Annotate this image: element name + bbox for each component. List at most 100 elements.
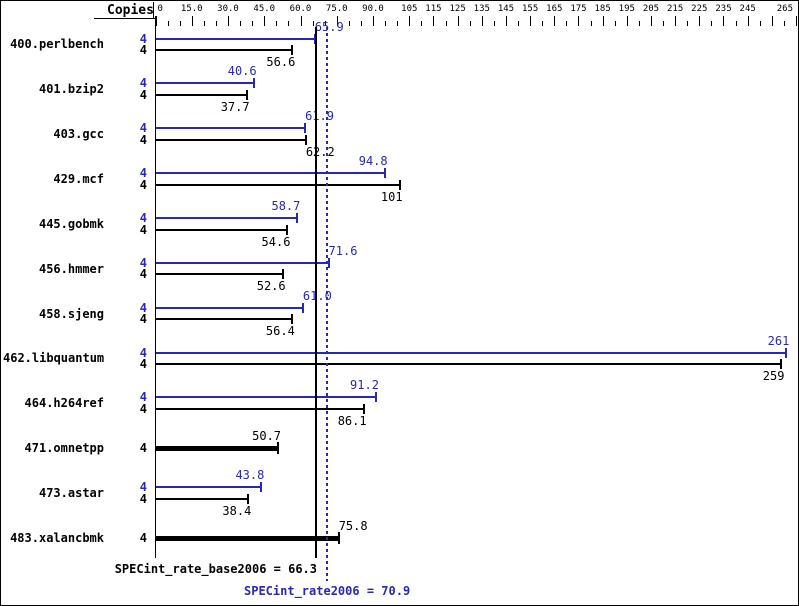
copies-count: 4 (139, 132, 147, 147)
copies-header-underline (94, 18, 155, 19)
base-bar (156, 183, 400, 186)
x-axis-minor-tick (204, 21, 205, 26)
bar-start-tick (155, 212, 156, 223)
x-axis-major-tick (264, 16, 265, 26)
peak-bar (156, 351, 787, 354)
x-axis-tick-label: 235 (715, 4, 732, 14)
benchmark-name: 462.libquantum (3, 351, 105, 366)
bar-end-cap (780, 359, 783, 370)
base-bar (156, 228, 288, 231)
copies-count: 4 (139, 530, 147, 545)
value-label: 71.6 (328, 243, 358, 258)
bar-start-tick (155, 45, 156, 56)
x-axis-tick-label: 185 (594, 4, 611, 14)
bar-end-cap (281, 269, 284, 280)
copies-count: 4 (139, 312, 147, 327)
x-axis-minor-tick (276, 21, 277, 26)
value-label: 65.9 (314, 19, 344, 34)
copies-count: 4 (139, 31, 147, 46)
x-axis-minor-tick (216, 21, 217, 26)
value-label: 56.6 (266, 55, 296, 70)
bar-start-tick (155, 89, 156, 100)
bar-start-tick (155, 493, 156, 504)
peak-bar (156, 486, 262, 489)
copies-header-separator (153, 2, 154, 18)
base-bar (156, 318, 292, 321)
benchmark-name: 400.perlbench (10, 37, 104, 52)
x-axis-minor-tick (325, 21, 326, 26)
benchmark-name: 458.sjeng (38, 306, 104, 321)
x-axis-major-tick (156, 16, 157, 26)
x-axis-tick-label: 195 (618, 4, 635, 14)
bar-start-tick (155, 302, 156, 313)
x-axis-tick-label: 60.0 (289, 4, 312, 14)
value-label: 37.7 (220, 99, 250, 114)
x-axis-major-tick (748, 16, 749, 26)
benchmark-name: 445.gobmk (38, 216, 104, 231)
benchmark-name: 473.astar (38, 486, 104, 500)
x-axis-major-tick (409, 16, 410, 26)
value-label: 61.0 (302, 288, 332, 303)
x-axis-minor-tick (470, 21, 471, 26)
x-axis-minor-tick (663, 21, 664, 26)
bar-start-tick (155, 532, 156, 543)
peak-bar (156, 127, 306, 130)
bar-start-tick (155, 224, 156, 235)
benchmark-name: 401.bzip2 (38, 82, 104, 97)
value-label: 40.6 (227, 64, 257, 79)
bar-end-cap (383, 168, 386, 179)
bar-end-cap (260, 482, 263, 493)
x-axis-minor-tick (566, 21, 567, 26)
base-bar (156, 446, 279, 452)
peak-bar (156, 216, 298, 219)
value-label: 61.9 (305, 109, 335, 124)
x-axis-minor-tick (784, 21, 785, 26)
copies-count: 4 (139, 402, 147, 417)
bar-start-tick (155, 257, 156, 268)
bar-end-cap (313, 33, 316, 44)
copies-count: 4 (139, 345, 147, 360)
benchmark-name: 471.omnetpp (24, 441, 104, 456)
x-axis-major-tick (627, 16, 628, 26)
bar-end-cap (327, 257, 330, 268)
x-axis-tick-label: 165 (546, 4, 563, 14)
x-axis-tick-label: 265 (776, 4, 793, 14)
x-axis-major-tick (651, 16, 652, 26)
value-label: 94.8 (358, 154, 388, 169)
bar-start-tick (155, 443, 156, 454)
x-axis-tick-label: 155 (521, 4, 539, 14)
peak-bar (156, 172, 385, 175)
bar-end-cap (785, 347, 788, 358)
x-axis-major-tick (337, 16, 338, 26)
x-axis-major-tick (603, 16, 604, 26)
x-axis-tick-label: 245 (739, 4, 756, 14)
base-bar (156, 273, 283, 276)
base-bar (156, 408, 364, 411)
x-axis-major-tick (482, 16, 483, 26)
x-axis-tick-label: 105 (401, 4, 418, 14)
copies-count: 4 (139, 121, 147, 136)
bar-start-tick (155, 392, 156, 403)
benchmark-name: 456.hmmer (38, 261, 104, 276)
value-label: 50.7 (252, 429, 282, 444)
value-label: 38.4 (222, 503, 252, 518)
bar-end-cap (304, 134, 307, 145)
x-axis-tick-label: 45.0 (253, 4, 276, 14)
bar-start-tick (155, 347, 156, 358)
x-axis-minor-tick (687, 21, 688, 26)
benchmark-name: 483.xalancbmk (10, 530, 104, 545)
bar-start-tick (155, 168, 156, 179)
x-axis-minor-tick (385, 21, 386, 26)
value-label: 52.6 (256, 279, 286, 294)
x-axis-tick-label: 30.0 (217, 4, 239, 14)
bar-end-cap (301, 302, 304, 313)
x-axis-minor-tick (180, 21, 181, 26)
bar-end-cap (247, 493, 250, 504)
peak-median-line (326, 27, 328, 581)
bar-end-cap (398, 179, 401, 190)
value-label: 58.7 (271, 198, 301, 213)
value-label: 259 (762, 369, 785, 384)
y-axis-line (155, 16, 156, 558)
peak-bar (156, 306, 303, 309)
peak-median-label: SPECint_rate2006 = 70.9 (244, 584, 411, 598)
